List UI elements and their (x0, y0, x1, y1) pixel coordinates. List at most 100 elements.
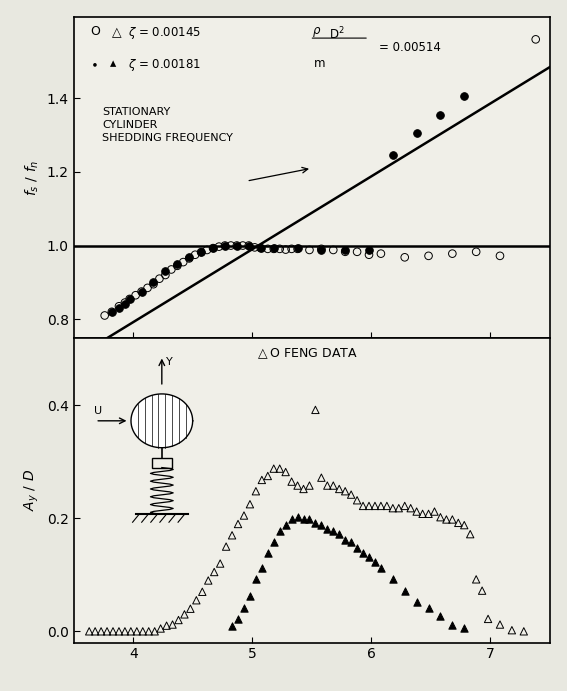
Point (507, 625, 517, 636)
Point (269, 243, 278, 254)
Point (293, 512, 302, 523)
Point (400, 585, 409, 596)
Y-axis label: $A_y\ /\ D$: $A_y\ /\ D$ (23, 469, 41, 511)
Point (150, 626, 159, 637)
Point (311, 404, 320, 415)
Text: $\blacktriangle$: $\blacktriangle$ (109, 57, 118, 70)
Point (365, 249, 374, 261)
Point (317, 243, 326, 254)
Point (173, 258, 182, 269)
Point (275, 463, 284, 474)
Point (388, 150, 397, 161)
Point (269, 243, 278, 254)
Point (275, 525, 284, 536)
Point (185, 251, 194, 262)
Point (234, 614, 243, 625)
Point (388, 502, 397, 513)
Point (143, 283, 152, 294)
Point (299, 484, 308, 495)
Point (323, 523, 332, 534)
Point (120, 297, 129, 308)
Point (394, 502, 403, 513)
Point (460, 91, 469, 102)
Point (412, 128, 421, 139)
Point (250, 242, 259, 253)
Point (209, 243, 218, 254)
Point (460, 623, 469, 634)
Point (484, 614, 493, 625)
Point (346, 536, 356, 547)
Point (226, 240, 235, 251)
Point (436, 109, 445, 120)
Y-axis label: $f_s\ /\ f_n$: $f_s\ /\ f_n$ (24, 159, 41, 196)
Point (149, 278, 158, 290)
Point (353, 495, 362, 506)
Point (185, 253, 194, 264)
Point (472, 574, 481, 585)
Point (424, 602, 433, 613)
Point (156, 623, 165, 634)
Point (388, 574, 397, 585)
Point (496, 250, 505, 261)
Point (155, 273, 164, 284)
Point (84, 626, 94, 637)
Point (227, 530, 236, 541)
Point (281, 466, 290, 477)
Point (222, 541, 231, 552)
Point (263, 548, 272, 559)
Point (115, 303, 124, 314)
Point (365, 500, 374, 511)
Text: $\bullet$: $\bullet$ (90, 57, 98, 70)
Text: $\zeta$ = 0.00181: $\zeta$ = 0.00181 (129, 57, 202, 73)
Point (191, 249, 200, 261)
Text: D$^{2}$: D$^{2}$ (328, 26, 344, 42)
Point (281, 520, 290, 531)
Point (531, 34, 540, 45)
Point (341, 246, 350, 257)
Point (311, 518, 320, 529)
Point (305, 245, 314, 256)
Point (365, 245, 374, 256)
Point (519, 626, 528, 637)
Point (251, 486, 260, 497)
Point (232, 240, 242, 251)
Point (436, 512, 445, 523)
Point (246, 591, 255, 602)
Point (305, 514, 314, 525)
Text: m: m (314, 57, 325, 70)
Point (214, 241, 223, 252)
Point (376, 562, 386, 574)
Point (400, 252, 409, 263)
Point (108, 626, 117, 637)
Point (197, 247, 206, 258)
Point (180, 609, 189, 620)
Point (257, 475, 266, 486)
Point (227, 620, 236, 631)
Point (269, 463, 278, 474)
Point (400, 500, 409, 511)
Point (454, 518, 463, 529)
Point (317, 245, 326, 256)
Point (412, 506, 421, 517)
Point (442, 514, 451, 525)
Point (382, 500, 391, 511)
Point (430, 506, 439, 517)
Point (436, 610, 445, 621)
Point (234, 518, 243, 529)
Point (412, 596, 421, 607)
Point (107, 306, 116, 317)
Point (192, 595, 201, 606)
Point (418, 509, 427, 520)
Point (162, 620, 171, 631)
Point (115, 301, 124, 312)
Text: = 0.00514: = 0.00514 (379, 41, 441, 55)
Point (257, 562, 266, 574)
Point (263, 243, 272, 254)
Point (120, 299, 129, 310)
Point (161, 269, 170, 281)
Point (448, 619, 457, 630)
Point (263, 471, 272, 482)
Point (244, 240, 253, 251)
Point (210, 567, 219, 578)
Point (477, 585, 486, 596)
